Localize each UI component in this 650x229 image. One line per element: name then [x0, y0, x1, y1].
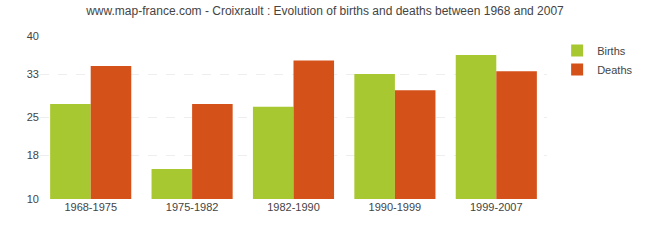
svg-text:1982-1990: 1982-1990	[267, 201, 320, 213]
svg-text:1999-2007: 1999-2007	[470, 201, 523, 213]
svg-text:Deaths: Deaths	[597, 64, 632, 76]
svg-text:Births: Births	[597, 45, 626, 57]
svg-text:33: 33	[27, 68, 39, 80]
svg-text:18: 18	[27, 149, 39, 161]
svg-text:1975-1982: 1975-1982	[166, 201, 219, 213]
svg-text:1968-1975: 1968-1975	[64, 201, 117, 213]
svg-text:www.map-france.com - Croixraul: www.map-france.com - Croixrault : Evolut…	[85, 4, 564, 18]
svg-text:25: 25	[27, 111, 39, 123]
svg-text:1990-1999: 1990-1999	[369, 201, 422, 213]
svg-text:10: 10	[27, 193, 39, 205]
svg-text:40: 40	[27, 30, 39, 42]
